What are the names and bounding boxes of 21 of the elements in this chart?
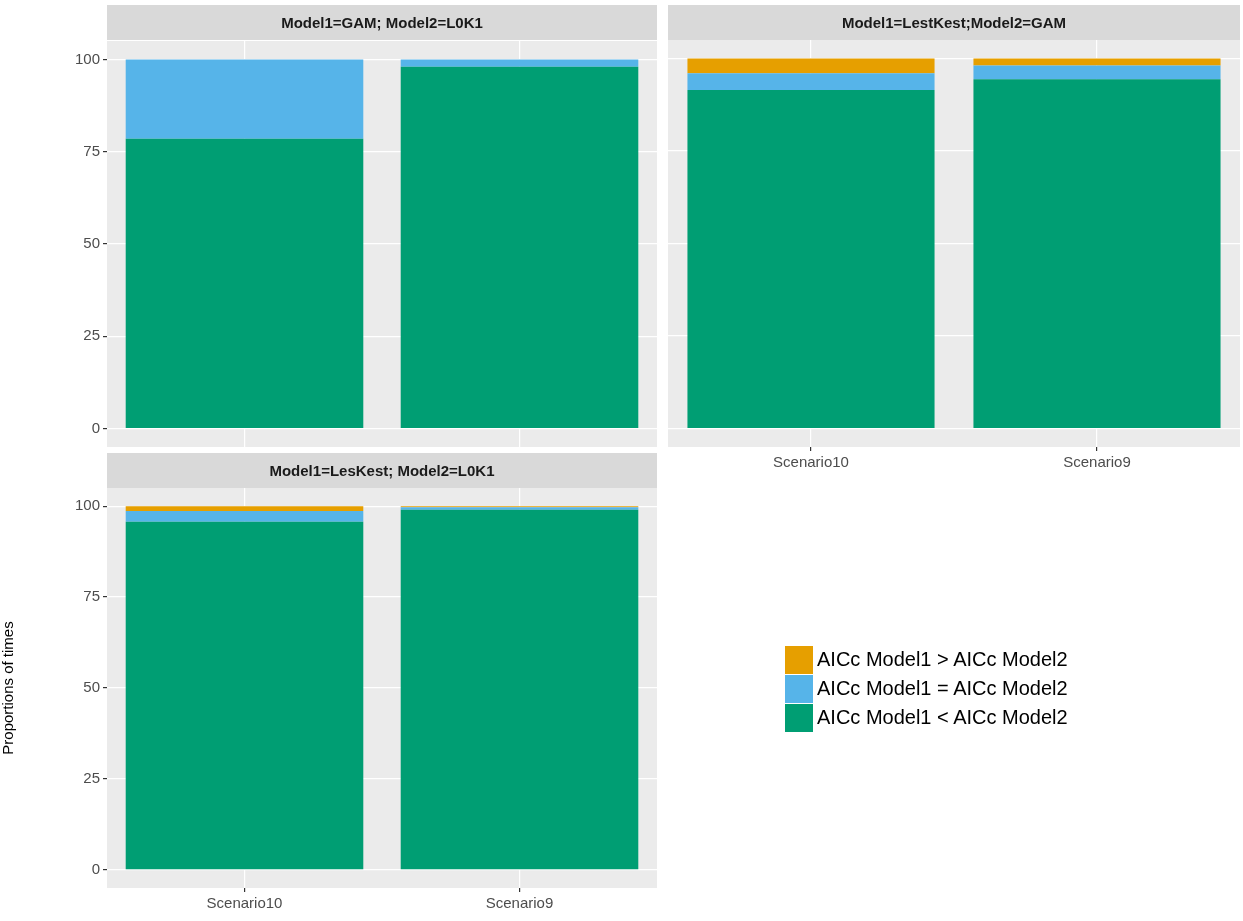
y-tick-label: 25 <box>83 326 100 344</box>
y-tick-label: 0 <box>91 859 100 877</box>
y-axis-title: Proportions of times <box>0 621 17 755</box>
chart-title: Model1=GAM; Model2=L0K1 <box>107 5 657 40</box>
legend-label: AICc Model1 = AICc Model2 <box>817 677 1068 700</box>
chart-title: Model1=LesKest; Model2=L0K1 <box>107 453 657 488</box>
x-tick-label: Scenario9 <box>1063 453 1131 471</box>
y-tick-label: 25 <box>83 769 100 787</box>
x-tick-label: Scenario10 <box>206 894 283 912</box>
legend-label: AICc Model1 > AICc Model2 <box>817 648 1068 671</box>
y-tick-label: 50 <box>83 678 100 696</box>
y-tick-label: 100 <box>74 49 100 67</box>
legend-label: AICc Model1 < AICc Model2 <box>817 706 1068 729</box>
chart-title: Model1=LestKest;Model2=GAM <box>668 5 1240 40</box>
x-tick-label: Scenario10 <box>773 453 849 471</box>
y-tick-label: 75 <box>83 141 100 159</box>
x-tick-label: Scenario9 <box>485 894 554 912</box>
y-tick-label: 75 <box>83 587 100 605</box>
y-tick-label: 100 <box>74 496 100 514</box>
y-tick-label: 50 <box>83 234 100 252</box>
y-tick-label: 0 <box>91 418 100 436</box>
